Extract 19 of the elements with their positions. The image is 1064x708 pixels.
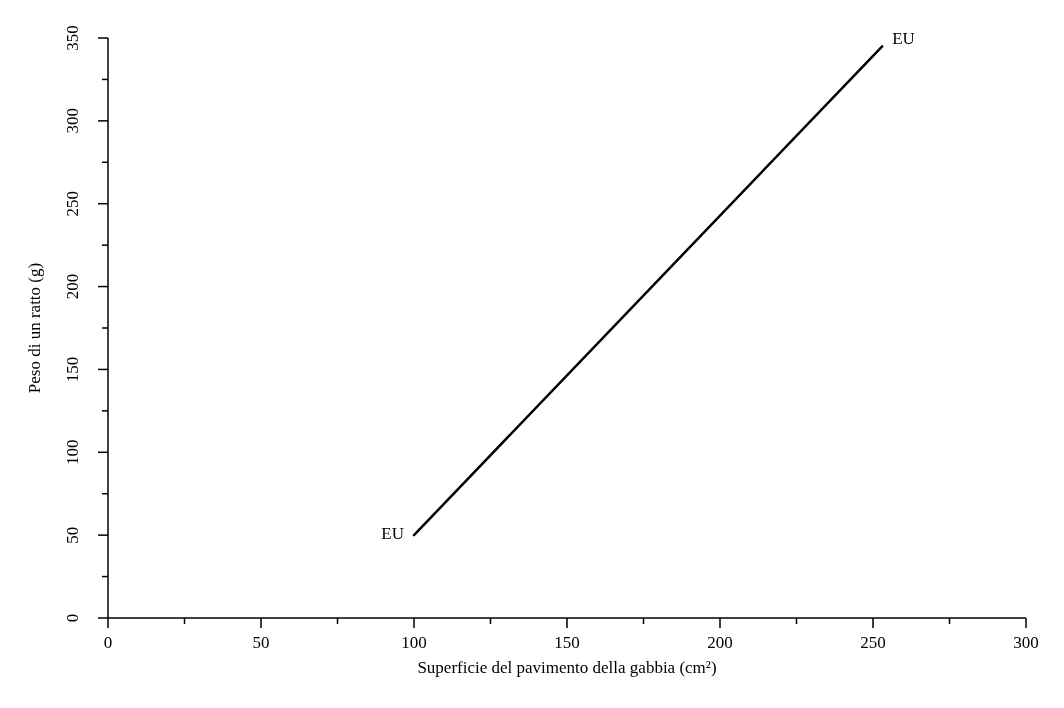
x-axis-title: Superficie del pavimento della gabbia (cm²) (417, 658, 717, 677)
y-tick-label: 0 (63, 613, 82, 623)
x-tick-label: 0 (103, 633, 113, 652)
x-tick-label: 150 (554, 633, 580, 652)
y-tick-label: 150 (63, 356, 82, 383)
y-tick-label: 200 (63, 273, 82, 300)
annotation: EU (892, 29, 915, 49)
x-tick-label: 50 (252, 633, 270, 652)
annotation: EU (381, 524, 404, 544)
x-tick-label: 300 (1013, 633, 1039, 652)
y-tick-label: 300 (63, 108, 82, 134)
y-tick-label: 100 (63, 439, 82, 466)
x-tick-label: 250 (860, 633, 886, 652)
y-tick-label: 50 (63, 526, 82, 544)
y-axis-title: Peso di un ratto (g) (25, 262, 44, 394)
y-tick-label: 250 (63, 190, 82, 217)
x-tick-label: 200 (707, 633, 733, 652)
x-tick-label: 100 (401, 633, 427, 652)
y-tick-label: 350 (63, 25, 82, 51)
